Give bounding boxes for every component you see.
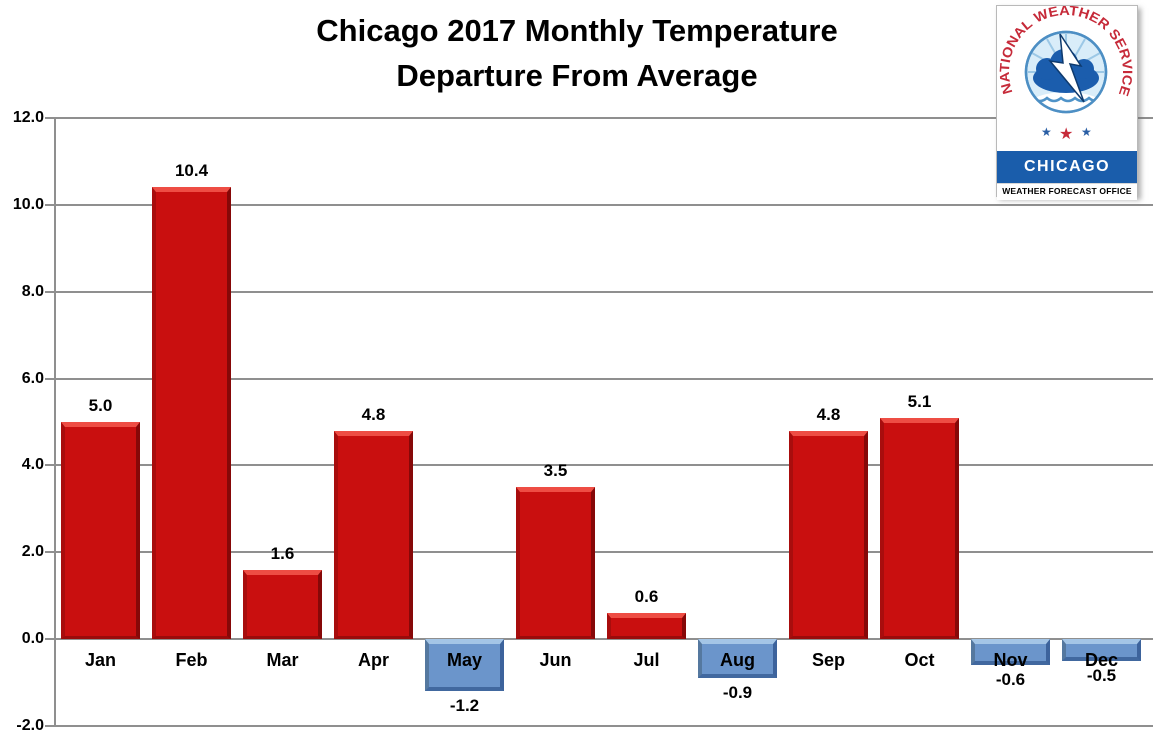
month-label-sep: Sep [811, 650, 845, 670]
month-label-nov: Nov [993, 650, 1028, 670]
bar-sep [789, 430, 868, 640]
value-label-sep: 4.8 [816, 404, 841, 424]
y-axis-label--2.0: -2.0 [16, 717, 44, 734]
bar-jul [607, 613, 686, 640]
month-label-dec: Dec [1084, 650, 1119, 670]
emblem-rim [1024, 30, 1108, 114]
y-axis-label-6.0: 6.0 [21, 369, 44, 387]
y-axis-label-0.0: 0.0 [21, 630, 44, 648]
gridline-8.0 [55, 290, 1153, 293]
value-label-jul: 0.6 [634, 587, 659, 607]
month-label-may: May [446, 650, 482, 670]
chart-title-line2: Departure From Average [396, 58, 758, 93]
chart-title-line1: Chicago 2017 Monthly Temperature [316, 13, 838, 48]
bar-nov [971, 639, 1050, 666]
gridline-2.0 [55, 551, 1153, 554]
y-axis-tick-2.0 [45, 551, 55, 554]
month-label-jan: Jan [84, 650, 117, 670]
value-label-nov: -0.6 [995, 670, 1026, 690]
y-axis-tick-12.0 [45, 117, 55, 119]
month-label-apr: Apr [358, 650, 389, 670]
y-axis-label-10.0: 10.0 [12, 195, 44, 213]
logo-office-name: CHICAGO [1023, 158, 1111, 175]
y-axis-label-2.0: 2.0 [21, 543, 44, 561]
gridline-0.0 [55, 638, 1153, 641]
month-label-oct: Oct [904, 650, 935, 670]
bar-oct [880, 417, 959, 640]
value-label-apr: 4.8 [361, 404, 386, 424]
bar-mar [243, 569, 322, 640]
y-axis-tick-10.0 [45, 203, 55, 206]
month-label-mar: Mar [266, 650, 299, 670]
value-label-feb: 10.4 [174, 161, 209, 181]
nws-logo: NATIONAL WEATHER SERVICE ★ ★ ★ CHICAGO W… [996, 3, 1138, 200]
month-label-aug: Aug [720, 650, 755, 670]
gridline-6.0 [55, 377, 1153, 380]
gridline--2.0 [55, 725, 1153, 727]
value-label-dec: -0.5 [1086, 665, 1117, 685]
logo-office-band: CHICAGO [997, 151, 1137, 183]
star-icon: ★ [1081, 125, 1092, 139]
star-icon: ★ [1059, 126, 1073, 143]
bar-apr [334, 430, 413, 640]
logo-office-subtitle: WEATHER FORECAST OFFICE [997, 183, 1137, 200]
bar-may [425, 639, 504, 692]
y-axis-tick-0.0 [45, 638, 55, 641]
bar-aug [698, 639, 777, 679]
value-label-oct: 5.1 [907, 391, 932, 411]
value-label-jun: 3.5 [543, 461, 568, 481]
value-label-jan: 5.0 [88, 396, 113, 415]
value-label-may: -1.2 [449, 696, 480, 716]
bar-dec [1062, 639, 1141, 661]
y-axis-label-12.0: 12.0 [12, 109, 44, 126]
water-area [1028, 92, 1104, 111]
gridline-12.0 [55, 117, 1153, 119]
y-axis-label-8.0: 8.0 [21, 282, 44, 300]
y-axis-tick-6.0 [45, 377, 55, 380]
month-label-jul: Jul [633, 650, 660, 670]
value-label-mar: 1.6 [270, 543, 295, 563]
wave-lines-icon [1032, 96, 1104, 103]
month-label-jun: Jun [539, 650, 572, 670]
y-axis-label-4.0: 4.0 [21, 456, 44, 474]
y-axis-tick--2.0 [45, 725, 55, 727]
y-axis-line [54, 118, 56, 726]
bar-jun [516, 487, 595, 640]
y-axis-tick-4.0 [45, 464, 55, 467]
bar-feb [152, 187, 231, 640]
nws-emblem-graphic: NATIONAL WEATHER SERVICE ★ ★ ★ [997, 3, 1135, 143]
gridline-4.0 [55, 464, 1153, 467]
y-axis-tick-8.0 [45, 290, 55, 293]
month-label-feb: Feb [175, 650, 208, 670]
chart-title: Chicago 2017 Monthly Temperature Departu… [0, 8, 1154, 98]
value-label-aug: -0.9 [722, 683, 753, 703]
gridline-10.0 [55, 203, 1153, 206]
bar-jan [61, 422, 140, 640]
lightning-bolt-icon [1048, 33, 1085, 103]
star-icon: ★ [1041, 125, 1052, 139]
